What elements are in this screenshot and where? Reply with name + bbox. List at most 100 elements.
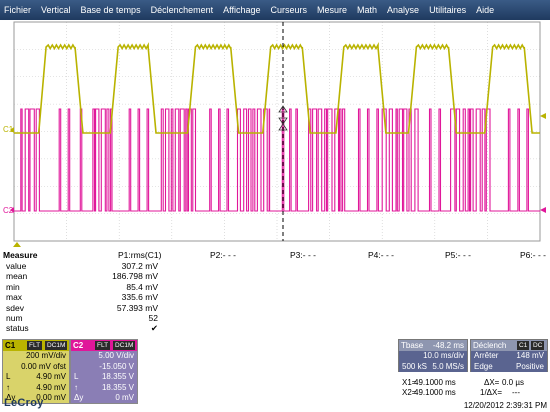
cursor-dx-label: ΔX=: [484, 378, 500, 387]
menu-mesure[interactable]: Mesure: [317, 5, 348, 15]
timebase-descriptor[interactable]: Tbase -48.2 ms 10.0 ms/div 500 kS 5.0 MS/…: [398, 339, 468, 372]
timebase-samples: 500 kS: [402, 361, 427, 371]
cursor-marker-upper: [278, 105, 288, 113]
row-label: min: [6, 281, 20, 292]
measure-header: Measure P1:rms(C1) P2:- - - P3:- - - P4:…: [0, 250, 550, 261]
cursor-inv-label: 1/ΔX=: [480, 388, 503, 397]
trigger-time-marker: [13, 242, 21, 247]
c1-ground-marker: [10, 127, 14, 133]
trigger-slope: Positive: [515, 361, 544, 371]
cursor-readout: X1= 49.1000 ms ΔX= 0.0 µs X2= 49.1000 ms…: [402, 378, 548, 398]
param-p5[interactable]: P5:- - -: [445, 250, 471, 260]
row-label: num: [6, 312, 23, 323]
row-label: mean: [6, 271, 28, 282]
c1-flt-tag: FLT: [27, 341, 43, 350]
row-label: sdev: [6, 302, 24, 313]
c1-arrow-symbol: ↑: [6, 382, 10, 392]
menu-math[interactable]: Math: [357, 5, 378, 15]
param-p2[interactable]: P2:- - -: [210, 250, 236, 260]
row-value: 57.393 mV: [116, 302, 158, 313]
param-p3[interactable]: P3:- - -: [290, 250, 316, 260]
row-value: 85.4 mV: [126, 281, 158, 292]
measure-rows: value 307.2 mV mean 186.798 mV min 85.4 mV …: [0, 261, 160, 334]
cursor-dx-value: 0.0 µs: [502, 378, 524, 387]
c2-l-symbol: L: [74, 372, 79, 381]
c1-offset: 0.00 mV ofst: [21, 361, 66, 371]
c2-vdiv: 5.00 V/div: [98, 351, 134, 360]
c1-level-2: 4.90 mV: [36, 382, 66, 392]
c2-arrow-symbol: ↑: [74, 382, 78, 392]
c1-delta-y: 0.00 mV: [36, 393, 66, 402]
cursor-marker-middle: [278, 117, 288, 125]
c2-dy-symbol: Δy: [74, 393, 84, 402]
measure-title: Measure: [3, 250, 38, 260]
c2-level-1: 18.355 V: [101, 372, 134, 381]
trigger-level: 148 mV: [516, 351, 544, 360]
row-label: max: [6, 292, 23, 303]
measure-row: sdev 57.393 mV: [0, 303, 160, 313]
menu-declenchement[interactable]: Déclenchement: [150, 5, 214, 15]
c1-level-1: 4.90 mV: [36, 372, 66, 381]
cursor-x2-value: 49.1000 ms: [414, 388, 456, 397]
trigger-source-tag: C1: [517, 341, 530, 350]
menu-curseurs[interactable]: Curseurs: [270, 5, 308, 15]
timebase-tdiv: 10.0 ms/div: [423, 351, 464, 360]
lecroy-logo: LeCroy: [4, 397, 44, 409]
c1-coupling-tag: DC1M: [45, 341, 68, 350]
menu-utilitaires[interactable]: Utilitaires: [429, 5, 467, 15]
param-p6[interactable]: P6:- - -: [520, 250, 546, 260]
status-check-icon: ✔: [150, 323, 158, 334]
row-value: 307.2 mV: [121, 261, 158, 271]
menu-bar: Fichier Vertical Base de temps Déclenche…: [0, 0, 550, 20]
c1-name: C1: [5, 341, 16, 350]
param-p4[interactable]: P4:- - -: [368, 250, 394, 260]
c2-delta-y: 0 mV: [115, 393, 134, 402]
trigger-label: Déclench: [473, 341, 507, 350]
row-label: status: [6, 323, 29, 334]
menu-aide[interactable]: Aide: [476, 5, 495, 15]
c2-name: C2: [73, 341, 84, 350]
cursor-x1-value: 49.1000 ms: [414, 378, 456, 387]
timebase-rate: 5.0 MS/s: [432, 361, 464, 371]
c2-marker-label: C2: [3, 206, 14, 215]
row-value: 335.6 mV: [121, 292, 158, 303]
timebase-label: Tbase: [401, 341, 424, 350]
menu-affichage[interactable]: Affichage: [223, 5, 261, 15]
trigger-type: Edge: [474, 361, 493, 371]
cursor-x1-label: X1=: [402, 378, 417, 387]
waveform-display[interactable]: C1 C2: [0, 20, 550, 247]
trigger-descriptor[interactable]: Déclench C1 DC Arrêter 148 mV Edge Positiv…: [470, 339, 548, 372]
timebase-delay: -48.2 ms: [432, 341, 464, 350]
menu-vertical[interactable]: Vertical: [41, 5, 71, 15]
measure-row: mean 186.798 mV: [0, 271, 160, 281]
menu-analyse[interactable]: Analyse: [387, 5, 420, 15]
measure-row: num 52: [0, 313, 160, 323]
c2-descriptor[interactable]: C2 FLT DC1M 5.00 V/div -15.050 V L 18.355…: [70, 339, 138, 404]
measure-row: min 85.4 mV: [0, 282, 160, 292]
row-value: 186.798 mV: [112, 271, 158, 282]
c1-vdiv: 200 mV/div: [25, 351, 66, 360]
trigger-level-marker-right: [540, 113, 546, 119]
c2-marker-right: [540, 207, 546, 213]
cursor-inv-value: ---: [512, 388, 520, 397]
c1-l-symbol: L: [6, 372, 11, 381]
c1-dy-symbol: Δy: [6, 393, 16, 402]
c2-offset: -15.050 V: [99, 361, 134, 371]
date-time: 12/20/2012 2:39:31 PM: [463, 401, 547, 410]
menu-base-de-temps[interactable]: Base de temps: [80, 5, 141, 15]
trigger-mode: Arrêter: [474, 351, 499, 360]
param-p1[interactable]: P1:rms(C1): [118, 250, 162, 260]
c2-level-2: 18.355 V: [101, 382, 134, 392]
measure-row: value 307.2 mV: [0, 261, 160, 271]
row-value: 52: [148, 312, 158, 323]
c1-descriptor[interactable]: C1 FLT DC1M 200 mV/div 0.00 mV ofst L 4.9…: [2, 339, 70, 404]
descriptor-bar: C1 FLT DC1M 200 mV/div 0.00 mV ofst L 4.9…: [0, 335, 550, 412]
measure-row-status: status ✔: [0, 323, 160, 333]
c2-flt-tag: FLT: [95, 341, 111, 350]
c1-trace: [14, 41, 540, 134]
c2-coupling-tag: DC1M: [113, 341, 136, 350]
measure-row: max 335.6 mV: [0, 292, 160, 302]
cursor-markers: [278, 105, 288, 131]
menu-fichier[interactable]: Fichier: [4, 5, 32, 15]
cursor-marker-lower: [278, 123, 288, 131]
